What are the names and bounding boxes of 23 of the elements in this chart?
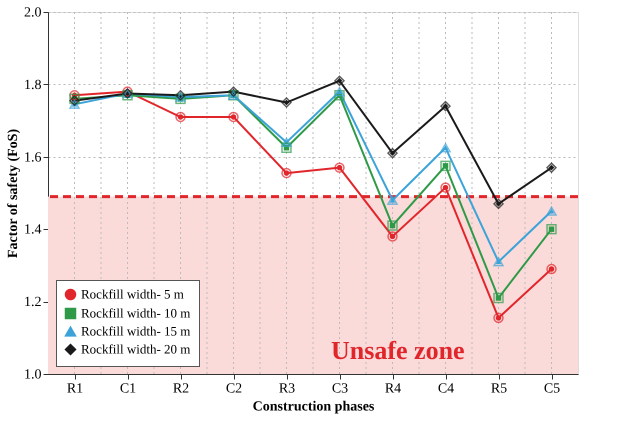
legend-label: Rockfill width- 15 m <box>81 324 190 338</box>
y-tick-label: 1.6 <box>24 150 42 166</box>
band-label: Unsafe zone <box>331 336 465 365</box>
x-tick-label: C5 <box>544 382 560 396</box>
y-tick-label: 1.4 <box>24 222 42 238</box>
x-tick-label: C3 <box>332 382 348 396</box>
x-tick-label: R1 <box>66 382 84 396</box>
x-axis-title: Construction phases <box>252 400 375 414</box>
legend-label: Rockfill width- 5 m <box>81 286 184 302</box>
x-tick-label: R2 <box>172 382 190 396</box>
x-tick-label: R5 <box>490 382 508 396</box>
x-tick-label: R3 <box>278 382 296 396</box>
y-tick-label: 1.0 <box>24 368 42 382</box>
y-tick-label: 2.0 <box>24 6 42 20</box>
x-tick-label: R4 <box>384 382 402 396</box>
x-tick-label: C1 <box>120 382 136 396</box>
legend-label: Rockfill width- 10 m <box>81 306 190 320</box>
x-tick-label: C4 <box>438 382 454 396</box>
legend-label: Rockfill width- 20 m <box>81 342 190 356</box>
y-tick-label: 1.2 <box>24 295 42 310</box>
x-tick-label: C2 <box>226 382 242 396</box>
y-tick-label: 1.8 <box>24 78 42 93</box>
y-axis-title: Factor of safety (FoS) <box>6 128 21 258</box>
